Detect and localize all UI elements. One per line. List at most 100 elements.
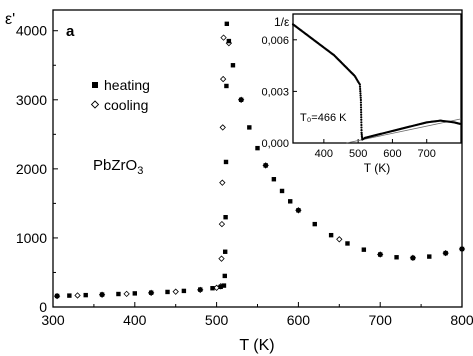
cooling-point (218, 255, 225, 262)
main-y-tick-label-3: 3000 (16, 92, 47, 108)
heating-point (83, 292, 88, 298)
cooling-point (123, 290, 130, 298)
cooling-point (336, 236, 343, 243)
heating-point (279, 188, 285, 194)
cooling-point (74, 292, 81, 299)
inset-data-point (360, 131, 363, 134)
legend-label-cooling: cooling (104, 97, 148, 113)
heating-point (210, 286, 215, 291)
main-x-tick-label-3: 600 (287, 312, 311, 328)
main-y-tick-label-0: 0 (39, 299, 47, 315)
curie-weiss-fit-line (346, 118, 462, 144)
heating-point (221, 283, 227, 288)
inset-data-point (360, 126, 363, 129)
main-x-tick-label-0: 300 (41, 312, 65, 328)
heating-point (224, 21, 230, 27)
inset-y-axis-title: 1/ε (274, 15, 290, 29)
inset-data-point (360, 123, 363, 127)
inset-x-tick-label-1: 500 (349, 148, 367, 160)
cooling-point (219, 179, 226, 186)
main-x-tick-label-5: 800 (450, 312, 473, 328)
cooling-point (219, 124, 226, 131)
legend: heating cooling (90, 77, 150, 113)
heating-point (312, 221, 317, 227)
inset-data-point (360, 113, 363, 116)
heating-point (328, 232, 334, 238)
inset-plot-frame (292, 13, 462, 144)
heating-point (99, 292, 105, 297)
main-x-tick-label-1: 400 (123, 312, 147, 328)
inset-data (291, 23, 462, 144)
material-annotation: PbZrO3 (93, 157, 143, 177)
heating-point (222, 273, 227, 279)
heating-point (345, 241, 350, 246)
heating-point (223, 215, 228, 220)
heating-point (165, 289, 170, 295)
inset-data-point (359, 108, 363, 111)
inset-data-point (359, 103, 363, 107)
heating-point (54, 293, 60, 299)
main-x-tick-label-2: 500 (205, 312, 229, 328)
inset-data-point (360, 121, 363, 124)
legend-marker-heating (92, 82, 98, 88)
inset-ticks: 400 500 600 700 0,000 0,003 0,006 (261, 35, 435, 160)
inset-data-point (360, 129, 363, 132)
heating-point (148, 290, 154, 295)
heating-point (226, 38, 232, 44)
heating-point (378, 252, 383, 257)
heating-point (288, 199, 293, 204)
cooling-point (218, 220, 226, 228)
inset-x-tick-label-0: 400 (315, 148, 333, 160)
heating-point (181, 288, 187, 294)
heating-point (222, 249, 228, 254)
main-y-tick-label-4: 4000 (16, 23, 47, 39)
inset-data-point (358, 83, 361, 86)
heating-point (67, 293, 72, 298)
main-data (53, 21, 466, 300)
main-x-tick-label-4: 700 (369, 312, 393, 328)
heating-point (223, 159, 229, 165)
heating-point (427, 254, 432, 259)
heating-point (361, 247, 367, 252)
inset-y-tick-label-2: 0,006 (261, 35, 289, 47)
inset-data-point (360, 111, 363, 114)
inset-data-point (359, 87, 362, 91)
heating-point (224, 83, 229, 89)
main-y-tick-label-1: 1000 (16, 230, 47, 246)
heating-point (218, 284, 223, 290)
panel-label: a (66, 23, 75, 40)
legend-marker-cooling (90, 100, 100, 109)
inset-data-point (359, 96, 362, 99)
inset-data-point (360, 116, 363, 119)
inset-data-point (360, 135, 364, 138)
inset-data-point (359, 92, 362, 95)
main-x-axis-title: T (K) (239, 337, 274, 354)
inset-data-point (359, 106, 363, 109)
inset-data-point (359, 101, 363, 104)
inset-y-tick-label-1: 0,003 (261, 86, 289, 98)
main-ticks: 300 400 500 600 700 800 0 1000 2000 3000 4000 (16, 23, 473, 328)
cooling-point (172, 288, 179, 295)
heating-point (443, 250, 448, 256)
cooling-point (219, 75, 227, 83)
heating-point (394, 255, 399, 260)
heating-point (116, 291, 121, 297)
heating-point (459, 246, 465, 252)
main-y-axis-title: ε' (5, 11, 15, 28)
inset-x-tick-label-3: 700 (418, 148, 436, 160)
inset-data-point (360, 118, 363, 121)
inset-annotation: T₀=466 K (300, 112, 347, 124)
heating-point (263, 163, 268, 168)
heating-point (230, 63, 236, 68)
inset-y-tick-label-0: 0,000 (261, 138, 289, 150)
inset-x-axis-title: T (K) (364, 161, 390, 175)
inset-data-point (359, 98, 362, 102)
legend-label-heating: heating (104, 77, 150, 93)
inset-data-point (359, 90, 362, 93)
inset-data-point (360, 133, 363, 136)
heating-point (255, 145, 260, 151)
cooling-point (220, 34, 227, 41)
main-y-tick-label-2: 2000 (16, 161, 47, 177)
